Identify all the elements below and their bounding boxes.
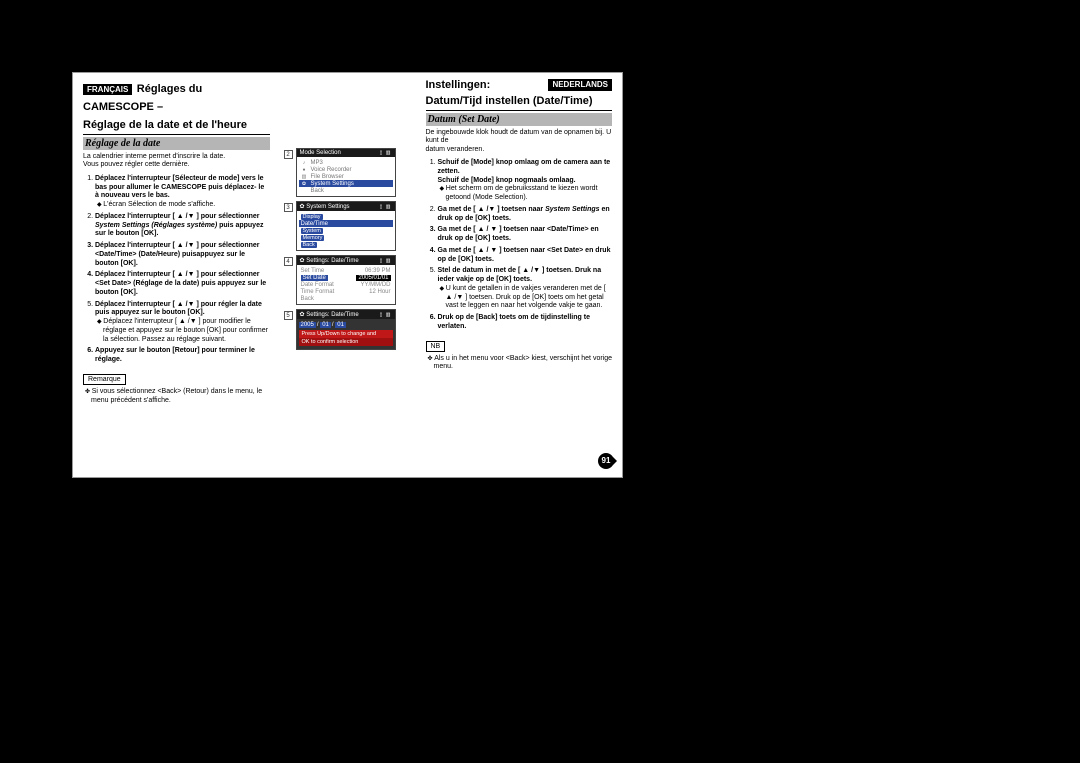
gear-icon: ✿ (300, 312, 305, 318)
lcd-screen-5: 5 ✿ Settings: Date/Time▯ ▥ 2005/ 01/ 01 … (294, 309, 402, 350)
step-6: Druk op de [Back] toets om de tijdinstel… (438, 314, 613, 332)
lang-tag-nl: NEDERLANDS (548, 79, 612, 91)
step-3: Déplacez l'interrupteur [ ▲ /▼ ] pour sé… (95, 242, 270, 268)
note-nl: Als u in het menu voor <Back> kiest, ver… (426, 355, 613, 373)
gear-icon: ✿ (300, 204, 305, 210)
step-3: Ga met de [ ▲ / ▼ ] toetsen naar <Date/T… (438, 226, 613, 244)
steps-nl: Schuif de [Mode] knop omlaag om de camer… (426, 159, 613, 332)
subtitle-nl: Datum/Tijd instellen (Date/Time) (426, 95, 593, 107)
intro-nl: De ingebouwde klok houdt de datum van de… (426, 129, 613, 154)
lcd-screen-2: 2 Mode Selection▯ ▥ ♪MP3 ●Voice Recorder… (294, 148, 402, 197)
lang-tag-fr: FRANÇAIS (83, 84, 132, 95)
title-nl: Instellingen: (426, 79, 491, 91)
note-fr: Si vous sélectionnez <Back> (Retour) dan… (83, 388, 270, 406)
manual-page: FRANÇAIS Réglages du CAMESCOPE – Réglage… (72, 72, 623, 478)
gear-icon: ✿ (300, 258, 305, 264)
step-4: Ga met de [ ▲ / ▼ ] toetsen naar <Set Da… (438, 247, 613, 265)
step-2: Déplacez l'interrupteur [ ▲ /▼ ] pour sé… (95, 213, 270, 239)
step-2: Ga met de [ ▲ /▼ ] toetsen naar System S… (438, 206, 613, 224)
gear-icon: ✿ (301, 181, 308, 187)
step-badge-2: 2 (284, 150, 293, 159)
step-4: Déplacez l'interrupteur [ ▲ /▼ ] pour sé… (95, 271, 270, 297)
step-6: Appuyez sur le bouton [Retour] pour term… (95, 347, 270, 365)
section-bar-fr: Réglage de la date (83, 137, 270, 150)
section-bar-nl: Datum (Set Date) (426, 113, 613, 126)
intro-fr: La calendrier interne permet d'inscrire … (83, 153, 270, 170)
lcd-screens: 2 Mode Selection▯ ▥ ♪MP3 ●Voice Recorder… (294, 148, 402, 354)
step-badge-5: 5 (284, 311, 293, 320)
step-badge-3: 3 (284, 203, 293, 212)
header-fr: FRANÇAIS Réglages du CAMESCOPE – Réglage… (83, 79, 270, 135)
note-label-fr: Remarque (83, 374, 126, 385)
step-1: Déplacez l'interrupteur [Sélecteur de mo… (95, 175, 270, 210)
step-1: Schuif de [Mode] knop omlaag om de camer… (438, 159, 613, 203)
note-label-nl: NB (426, 341, 446, 352)
steps-fr: Déplacez l'interrupteur [Sélecteur de mo… (83, 175, 270, 365)
step-5: Stel de datum in met de [ ▲ /▼ ] toetsen… (438, 267, 613, 311)
step-5: Déplacez l'interrupteur [ ▲ /▼ ] pour ré… (95, 301, 270, 345)
subtitle-fr: Réglage de la date et de l'heure (83, 119, 247, 131)
status-icons: ▯ ▥ (380, 150, 392, 156)
step-badge-4: 4 (284, 257, 293, 266)
page-number: 91 (598, 453, 614, 469)
header-nl: Instellingen: NEDERLANDS Datum/Tijd inst… (426, 79, 613, 111)
lcd-screen-3: 3 ✿ System Settings▯ ▥ Display Date/Time… (294, 201, 402, 251)
lcd-screen-4: 4 ✿ Settings: Date/Time▯ ▥ Set Time06:39… (294, 255, 402, 305)
